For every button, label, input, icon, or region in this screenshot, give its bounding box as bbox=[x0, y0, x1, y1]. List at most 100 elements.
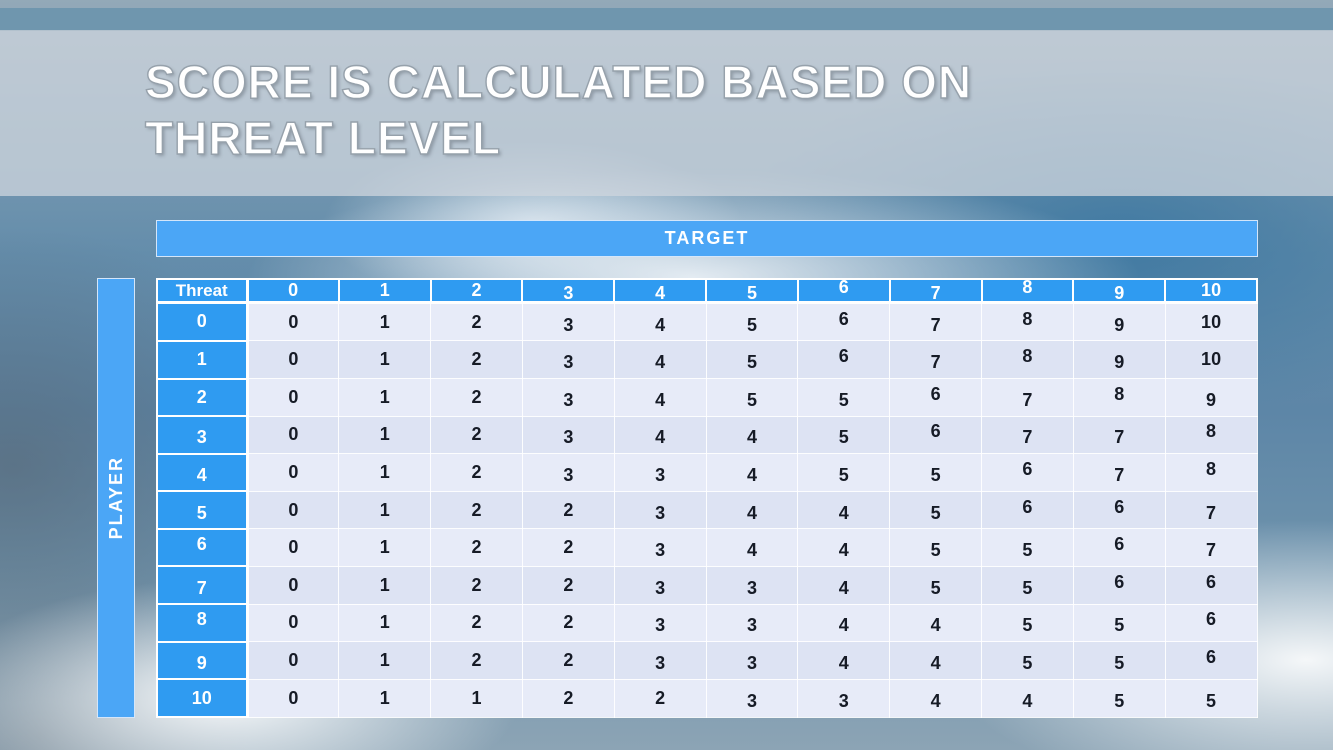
row-header-cell: 8 bbox=[156, 603, 249, 643]
title-band: SCORE IS CALCULATED BASED ON THREAT LEVE… bbox=[0, 30, 1333, 196]
score-cell: 2 bbox=[613, 678, 707, 718]
score-cell: 6 bbox=[981, 490, 1074, 530]
score-cell: 4 bbox=[613, 378, 707, 417]
score-cell: 4 bbox=[705, 415, 799, 455]
score-cell: 3 bbox=[705, 641, 799, 680]
score-cell: 4 bbox=[797, 490, 891, 530]
score-cell: 7 bbox=[981, 378, 1074, 417]
score-cell: 3 bbox=[613, 490, 707, 530]
target-axis-band: TARGET bbox=[156, 220, 1258, 257]
column-header-cell: 9 bbox=[1072, 278, 1167, 304]
score-cell: 7 bbox=[981, 415, 1074, 455]
score-cell: 2 bbox=[430, 528, 523, 567]
score-cell: 2 bbox=[430, 603, 523, 643]
score-cell: 7 bbox=[1164, 528, 1258, 567]
score-cell: 2 bbox=[521, 528, 615, 567]
slide-title-line1: SCORE IS CALCULATED BASED ON bbox=[144, 55, 973, 108]
score-table: Threat 0 1 2 3 4 5 6 7 8 9 10 0 0 1 2 3 4 5 6 7 8 9 10 1 0 1 2 3 4 5 6… bbox=[156, 277, 1258, 718]
score-table-header: Threat 0 1 2 3 4 5 6 7 8 9 10 bbox=[156, 277, 1258, 304]
score-cell: 6 bbox=[797, 340, 891, 380]
score-cell: 2 bbox=[430, 565, 523, 605]
score-cell: 5 bbox=[705, 301, 799, 342]
score-cell: 3 bbox=[797, 678, 891, 718]
score-cell: 0 bbox=[246, 565, 340, 605]
score-cell: 10 bbox=[1164, 301, 1258, 342]
score-cell: 2 bbox=[521, 490, 615, 530]
score-cell: 7 bbox=[889, 340, 982, 380]
score-cell: 3 bbox=[613, 603, 707, 643]
row-header-cell: 9 bbox=[156, 640, 249, 681]
score-cell: 2 bbox=[430, 490, 523, 530]
score-cell: 2 bbox=[430, 415, 523, 455]
score-cell: 5 bbox=[889, 565, 982, 605]
score-cell: 9 bbox=[1072, 340, 1166, 380]
column-header-cell: 1 bbox=[337, 278, 432, 304]
row-header-cell: 10 bbox=[156, 678, 249, 718]
score-cell: 0 bbox=[246, 678, 340, 718]
score-cell: 7 bbox=[889, 301, 982, 342]
score-cell: 4 bbox=[705, 453, 799, 492]
score-cell: 5 bbox=[797, 453, 891, 492]
score-cell: 6 bbox=[1072, 565, 1166, 605]
score-cell: 5 bbox=[981, 565, 1074, 605]
score-cell: 5 bbox=[705, 378, 799, 417]
score-cell: 4 bbox=[889, 678, 982, 718]
row-header-cell: 3 bbox=[156, 415, 249, 455]
score-cell: 8 bbox=[1164, 453, 1258, 492]
score-cell: 4 bbox=[889, 641, 982, 680]
score-cell: 7 bbox=[1072, 415, 1166, 455]
score-cell: 6 bbox=[1164, 641, 1258, 680]
score-cell: 3 bbox=[521, 378, 615, 417]
score-cell: 7 bbox=[1072, 453, 1166, 492]
score-cell: 4 bbox=[613, 415, 707, 455]
score-cell: 2 bbox=[521, 565, 615, 605]
row-header-cell: 5 bbox=[156, 490, 249, 530]
score-row: 10 0 1 1 2 2 3 3 4 4 5 5 bbox=[156, 678, 1258, 718]
score-cell: 1 bbox=[338, 678, 432, 718]
score-cell: 3 bbox=[521, 340, 615, 380]
score-cell: 5 bbox=[797, 378, 891, 417]
score-cell: 3 bbox=[613, 453, 707, 492]
score-cell: 0 bbox=[246, 603, 340, 643]
player-axis-label: PLAYER bbox=[105, 456, 126, 540]
column-header-cell: 2 bbox=[429, 278, 524, 304]
column-header-cell: 7 bbox=[888, 278, 983, 304]
slide-title: SCORE IS CALCULATED BASED ON THREAT LEVE… bbox=[144, 54, 973, 166]
score-cell: 3 bbox=[521, 301, 615, 342]
score-cell: 3 bbox=[613, 641, 707, 680]
score-cell: 3 bbox=[521, 453, 615, 492]
score-cell: 0 bbox=[246, 415, 340, 455]
score-cell: 3 bbox=[521, 415, 615, 455]
score-cell: 1 bbox=[430, 678, 523, 718]
score-cell: 1 bbox=[338, 603, 432, 643]
score-cell: 1 bbox=[338, 641, 432, 680]
score-cell: 3 bbox=[705, 678, 799, 718]
score-cell: 2 bbox=[521, 603, 615, 643]
score-cell: 9 bbox=[1164, 378, 1258, 417]
score-cell: 2 bbox=[521, 641, 615, 680]
score-cell: 1 bbox=[338, 453, 432, 492]
score-cell: 4 bbox=[705, 490, 799, 530]
score-cell: 5 bbox=[889, 528, 982, 567]
score-cell: 5 bbox=[981, 528, 1074, 567]
row-header-cell: 7 bbox=[156, 565, 249, 606]
score-cell: 6 bbox=[889, 378, 982, 417]
score-cell: 3 bbox=[705, 603, 799, 643]
threat-corner-cell: Threat bbox=[156, 278, 249, 304]
score-cell: 4 bbox=[797, 565, 891, 605]
score-cell: 5 bbox=[889, 490, 982, 530]
top-accent-bar bbox=[0, 8, 1333, 31]
score-cell: 4 bbox=[797, 603, 891, 643]
score-cell: 4 bbox=[705, 528, 799, 567]
column-header-cell: 6 bbox=[796, 277, 891, 304]
score-cell: 1 bbox=[338, 378, 432, 417]
score-cell: 1 bbox=[338, 340, 432, 380]
score-cell: 6 bbox=[981, 453, 1074, 492]
score-cell: 0 bbox=[246, 301, 340, 342]
score-cell: 8 bbox=[1164, 415, 1258, 455]
score-cell: 6 bbox=[1164, 565, 1258, 605]
